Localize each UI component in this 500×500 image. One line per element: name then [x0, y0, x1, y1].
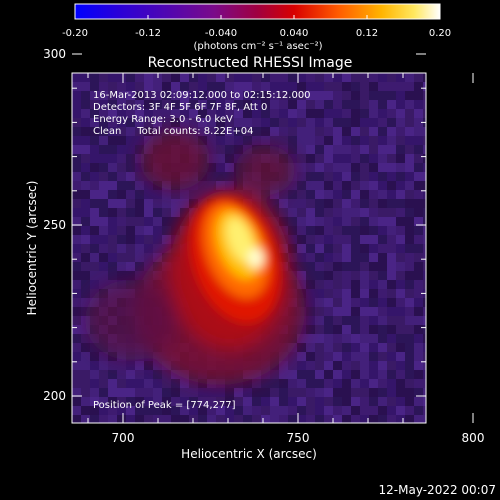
colorbar-gradient [75, 4, 440, 19]
colorbar-tick-label: -0.040 [205, 28, 237, 39]
x-tick-label: 700 [112, 431, 135, 445]
plot-frame [71, 72, 427, 424]
info-line-detectors: Detectors: 3F 4F 5F 6F 7F 8F, Att 0 [93, 102, 267, 113]
x-tick-label: 750 [287, 431, 310, 445]
rhessi-image [72, 73, 426, 423]
x-axis-title: Heliocentric X (arcsec) [181, 447, 317, 461]
y-tick-label: 200 [43, 389, 66, 403]
colorbar-tick-label: -0.12 [135, 28, 161, 39]
peak-position-label: Position of Peak = [774,277] [93, 400, 236, 411]
colorbar-tick-labels: -0.20 -0.12 -0.040 0.040 0.12 0.20 [62, 28, 451, 39]
x-tick-label: 800 [462, 431, 485, 445]
colorbar-unit-label: (photons cm⁻² s⁻¹ asec⁻²) [193, 41, 322, 52]
info-line-timerange: 16-Mar-2013 02:09:12.000 to 02:15:12.000 [93, 90, 311, 101]
colorbar-ticks [74, 15, 441, 19]
colorbar-tick-label: 0.12 [356, 28, 378, 39]
x-axis-tick-labels: 700750800850 [112, 431, 485, 445]
colorbar-frame [74, 3, 441, 20]
info-line-energy: Energy Range: 3.0 - 6.0 keV [93, 114, 233, 125]
y-axis-title: Heliocentric Y (arcsec) [25, 181, 39, 316]
y-axis-tick-labels: 200250300350 [43, 47, 66, 403]
flare-core [190, 196, 280, 324]
footer-timestamp: 12-May-2022 00:07 [379, 483, 496, 497]
info-line-counts: Clean Total counts: 8.22E+04 [93, 126, 253, 137]
colorbar-tick-label: 0.040 [280, 28, 309, 39]
colorbar-tick-label: 0.20 [429, 28, 451, 39]
y-tick-label: 300 [43, 47, 66, 61]
plot-title: Reconstructed RHESSI Image [148, 55, 353, 71]
axis-ticks [72, 53, 474, 423]
y-tick-label: 250 [43, 218, 66, 232]
colorbar-tick-label: -0.20 [62, 28, 88, 39]
